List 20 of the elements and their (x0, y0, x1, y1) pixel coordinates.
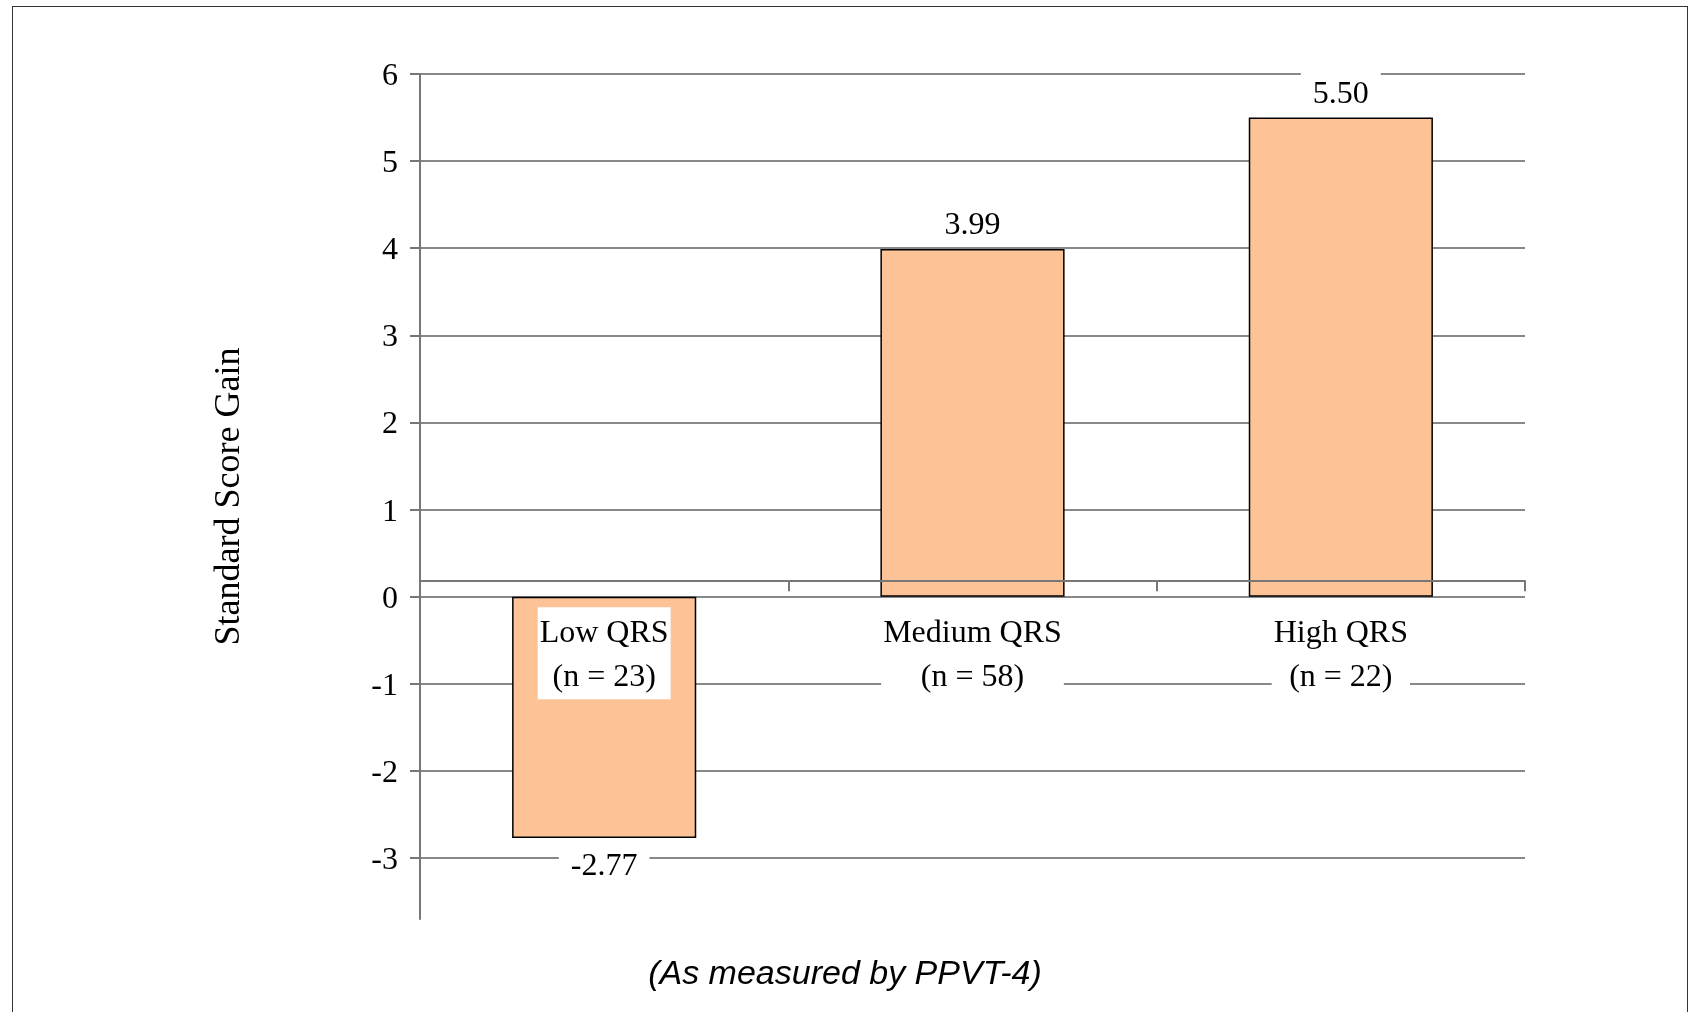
y-tick-label: 0 (382, 578, 398, 615)
data-label: 5.50 (1312, 73, 1369, 110)
bar (880, 249, 1065, 597)
y-tick-label: 4 (382, 230, 398, 267)
data-label: -2.77 (570, 845, 638, 882)
y-axis-title: Standard Score Gain (207, 347, 247, 646)
x-axis-title: (As measured by PPVT-4) (648, 953, 1042, 991)
x-tick-label: Low QRS (n = 23) (539, 613, 669, 694)
y-tick-label: -3 (371, 840, 398, 877)
x-tick-label: High QRS (n = 22) (1273, 613, 1408, 694)
y-tick-label: -2 (371, 752, 398, 789)
y-tick-label: 1 (382, 491, 398, 528)
x-tick-label: Medium QRS (n = 58) (883, 613, 1062, 694)
bar (1248, 117, 1433, 597)
y-tick-label: 6 (382, 56, 398, 92)
y-tick-label: 2 (382, 404, 398, 441)
y-tick-label: 5 (382, 143, 398, 180)
y-tick-label: -1 (371, 665, 398, 702)
data-label: 3.99 (944, 205, 1001, 242)
y-tick-label: 3 (382, 317, 398, 354)
